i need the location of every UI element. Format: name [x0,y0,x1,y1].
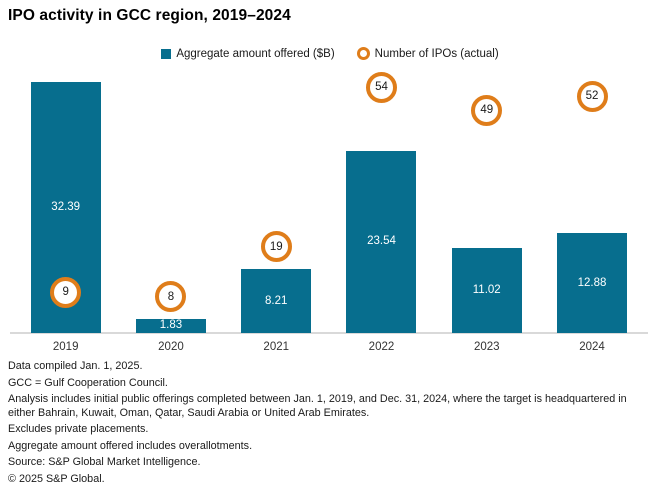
footnote-analysis-scope: Analysis includes initial public offerin… [8,393,627,419]
x-axis-label-2019: 2019 [52,341,79,353]
x-axis-label-2020: 2020 [158,341,184,353]
legend-item-amount: Aggregate amount offered ($B) [161,47,335,60]
footnote-gcc-definition: GCC = Gulf Cooperation Council. [8,376,168,389]
bar-value-label-2024: 12.88 [577,276,607,289]
ipo-count-circle-2021: 19 [260,231,292,263]
teal-square-icon [161,48,172,59]
footnote-data-compiled: Data compiled Jan. 1, 2025. [8,360,143,372]
footnote-exclusions: Excludes private placements. [8,423,149,435]
ipo-count-circle-2023: 49 [471,94,503,126]
bar-2020 [135,318,206,333]
footnotes: Data compiled Jan. 1, 2025. GCC = Gulf C… [8,360,656,489]
x-axis-label-2023: 2023 [473,341,500,353]
legend-item-count: Number of IPOs (actual) [356,47,499,60]
x-axis-label-2024: 2024 [579,341,605,353]
chart-title: IPO activity in GCC region, 2019–2024 [8,7,291,24]
ipo-count-circle-2020: 8 [155,281,187,313]
ipo-count-circle-2022: 54 [365,71,397,103]
legend: Aggregate amount offered ($B) Number of … [0,47,660,60]
x-axis-label-2022: 2022 [368,341,395,353]
bar-2022 [346,150,417,333]
bar-2024 [557,233,627,333]
bar-value-label-2019: 32.39 [51,200,81,213]
ipo-count-circle-2024: 52 [576,80,608,112]
x-axis-label-2021: 2021 [263,341,290,353]
bar-2023 [451,247,522,333]
bar-value-label-2020: 1.83 [159,319,183,332]
x-axis-line [10,332,648,334]
orange-ring-icon [356,47,370,60]
legend-amount-label: Aggregate amount offered ($B) [176,47,335,60]
bar-value-label-2022: 23.54 [367,235,396,248]
bar-value-label-2021: 8.21 [265,294,288,307]
footnote-overallotments: Aggregate amount offered includes overal… [8,439,253,452]
ipo-count-circle-2019: 9 [50,276,82,308]
bar-2021 [241,269,312,333]
footnote-source: Source: S&P Global Market Intelligence. [8,456,201,468]
legend-count-label: Number of IPOs (actual) [374,47,499,60]
footnote-copyright: © 2025 S&P Global. [8,472,105,485]
bar-value-label-2023: 11.02 [472,283,501,296]
